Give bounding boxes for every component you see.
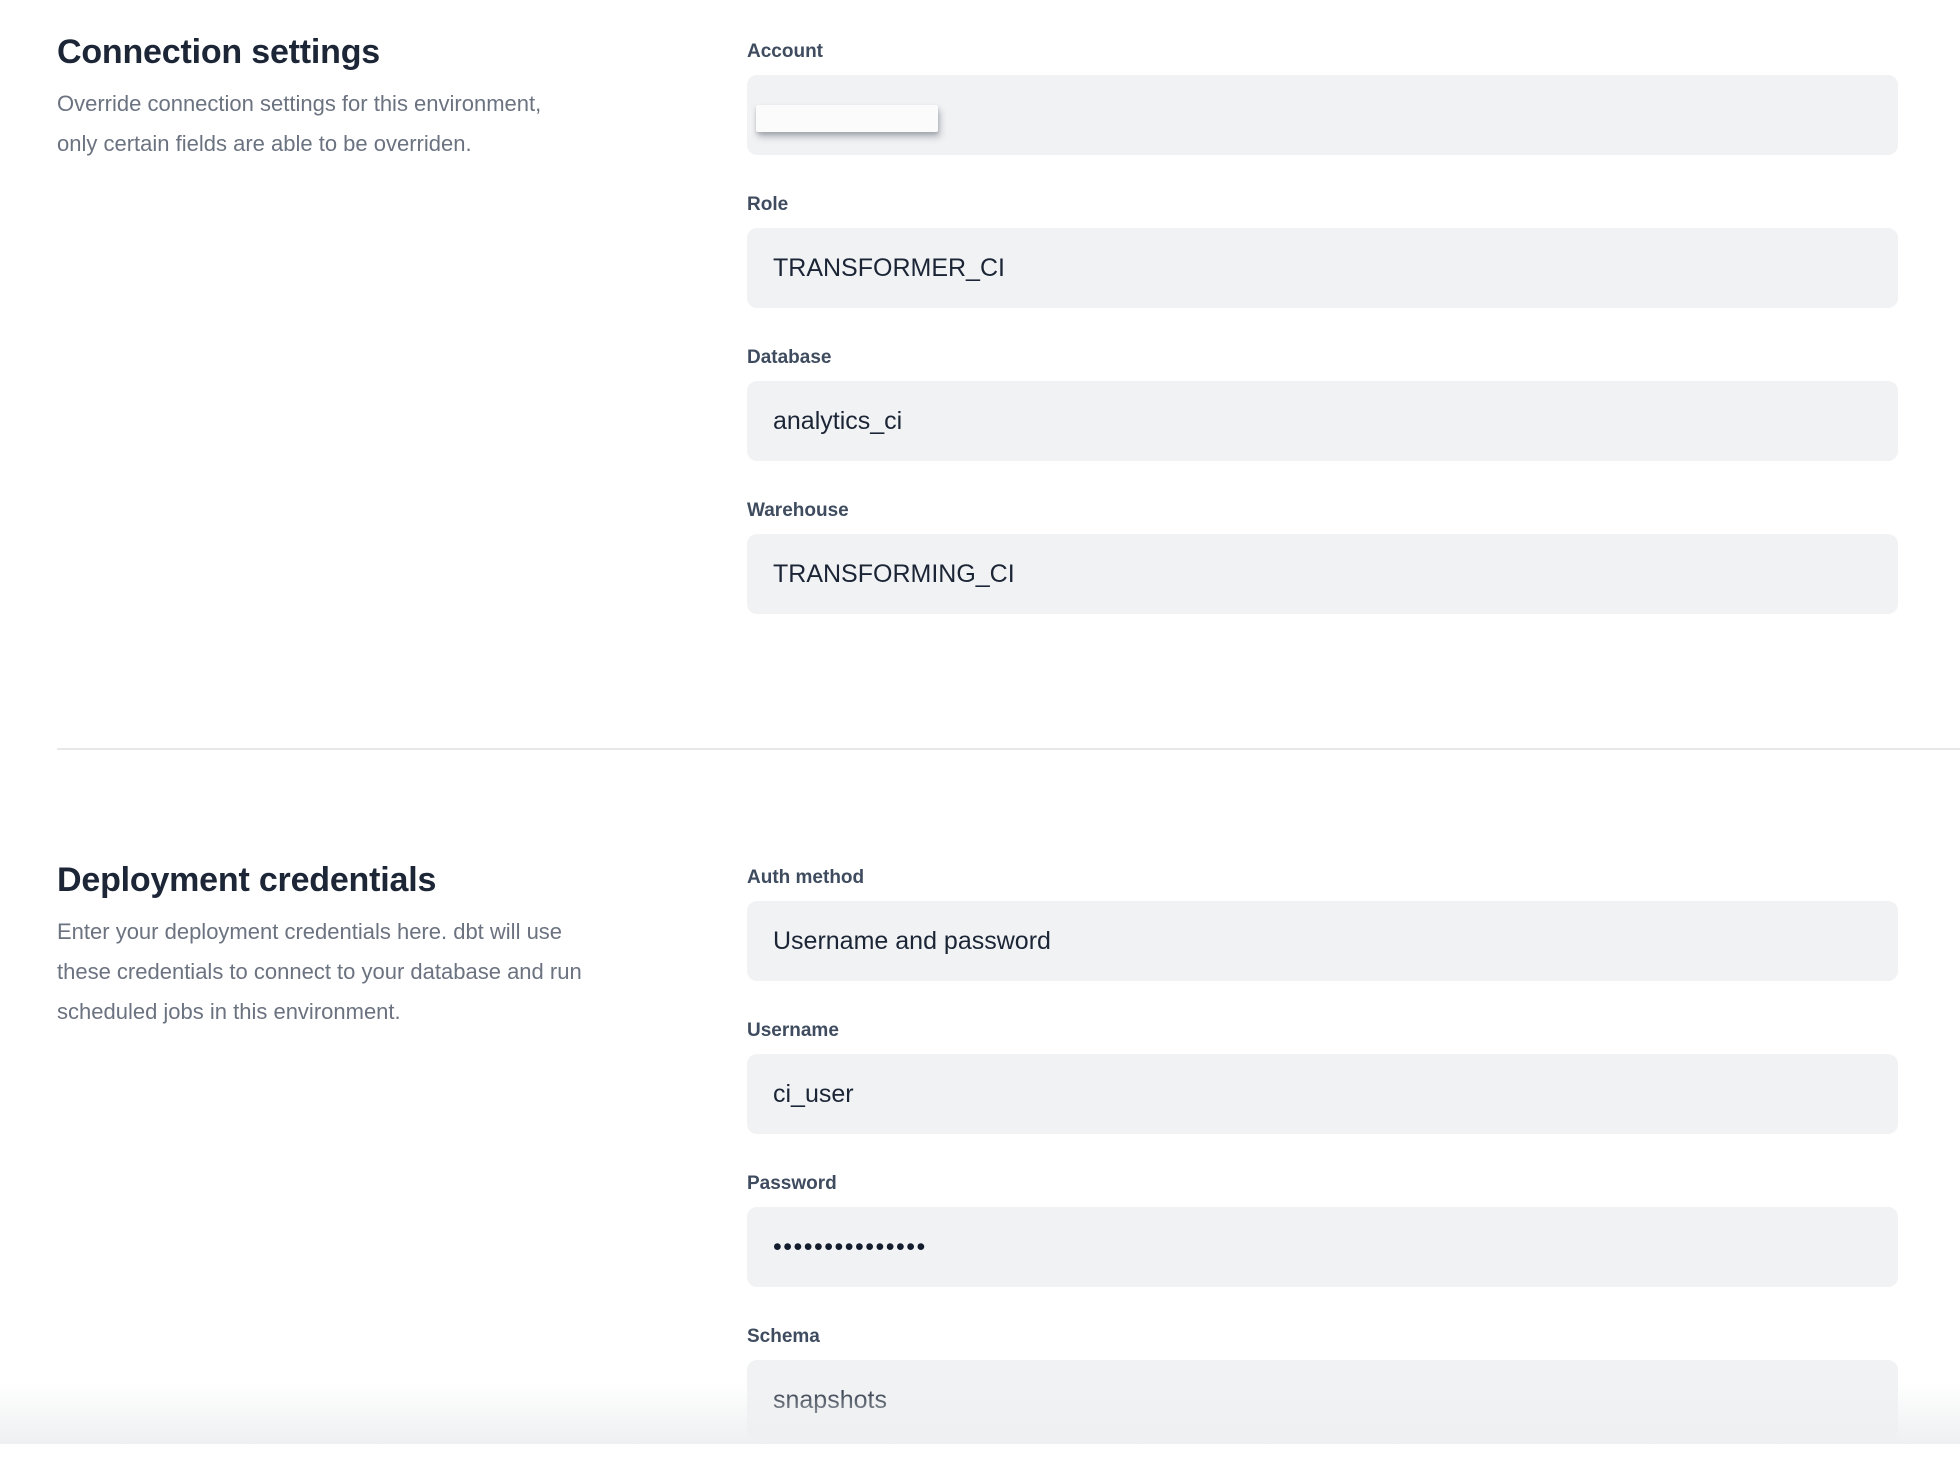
role-value: TRANSFORMER_CI [773, 253, 1005, 282]
schema-field-row: Schema snapshots [747, 1326, 1898, 1440]
account-field-row: Account [747, 41, 1898, 155]
warehouse-value: TRANSFORMING_CI [773, 559, 1015, 588]
account-label: Account [747, 41, 823, 62]
auth-method-select[interactable]: Username and password [747, 901, 1898, 981]
deployment-credentials-form: Auth method Username and password Userna… [747, 858, 1898, 1479]
role-field-row: Role TRANSFORMER_CI [747, 194, 1898, 308]
password-input[interactable]: ••••••••••••••• [747, 1207, 1898, 1287]
warehouse-label: Warehouse [747, 500, 849, 521]
description-line: Enter your deployment credentials here. … [57, 919, 563, 944]
username-value: ci_user [773, 1079, 854, 1108]
connection-settings-form: Account Role TRANSFORMER_CI Database ana… [747, 30, 1898, 653]
schema-input[interactable]: snapshots [747, 1360, 1898, 1440]
connection-settings-section: Connection settings Override connection … [57, 30, 1898, 653]
schema-label: Schema [747, 1326, 820, 1347]
username-label: Username [747, 1020, 839, 1041]
password-masked-value: ••••••••••••••• [773, 1232, 927, 1261]
account-input[interactable] [747, 75, 1898, 155]
username-input[interactable]: ci_user [747, 1054, 1898, 1134]
redaction-sticker [756, 105, 938, 132]
connection-settings-description: Override connection settings for this en… [57, 84, 687, 164]
database-label: Database [747, 347, 832, 368]
description-line: only certain fields are able to be overr… [57, 131, 472, 156]
database-input[interactable]: analytics_ci [747, 381, 1898, 461]
role-input[interactable]: TRANSFORMER_CI [747, 228, 1898, 308]
deployment-credentials-intro: Deployment credentials Enter your deploy… [57, 858, 687, 1032]
schema-value: snapshots [773, 1385, 887, 1414]
deployment-credentials-section: Deployment credentials Enter your deploy… [0, 750, 1960, 1479]
section-divider [57, 748, 1960, 750]
description-line: scheduled jobs in this environment. [57, 999, 401, 1024]
database-field-row: Database analytics_ci [747, 347, 1898, 461]
deployment-credentials-title: Deployment credentials [57, 861, 437, 899]
username-field-row: Username ci_user [747, 1020, 1898, 1134]
password-field-row: Password ••••••••••••••• [747, 1173, 1898, 1287]
connection-settings-intro: Connection settings Override connection … [57, 30, 687, 164]
connection-settings-title: Connection settings [57, 33, 380, 71]
warehouse-field-row: Warehouse TRANSFORMING_CI [747, 500, 1898, 614]
password-label: Password [747, 1173, 837, 1194]
deployment-credentials-description: Enter your deployment credentials here. … [57, 912, 687, 1032]
auth-method-label: Auth method [747, 867, 865, 888]
warehouse-input[interactable]: TRANSFORMING_CI [747, 534, 1898, 614]
role-label: Role [747, 194, 789, 215]
description-line: these credentials to connect to your dat… [57, 959, 582, 984]
auth-method-value: Username and password [773, 926, 1051, 955]
auth-method-field-row: Auth method Username and password [747, 867, 1898, 981]
database-value: analytics_ci [773, 406, 903, 435]
description-line: Override connection settings for this en… [57, 91, 542, 116]
